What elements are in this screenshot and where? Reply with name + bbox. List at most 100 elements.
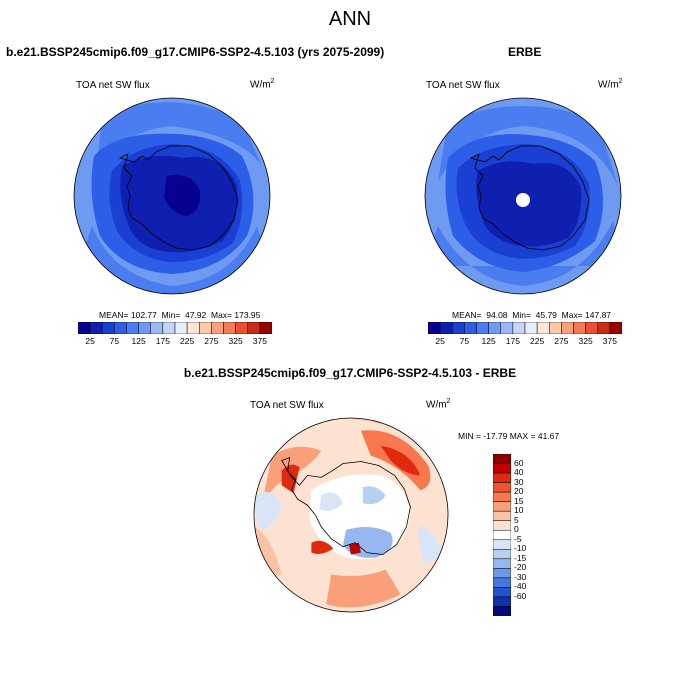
colorbar-swatch bbox=[150, 322, 164, 334]
colorbar-tick-label: 0 bbox=[514, 524, 519, 535]
colorbar-swatch bbox=[78, 322, 91, 334]
colorbar-swatch bbox=[585, 322, 598, 334]
colorbar-swatch bbox=[439, 322, 453, 334]
diff-variable-label: TOA net SW flux bbox=[250, 400, 324, 411]
colorbar-swatch bbox=[174, 322, 188, 334]
colorbar-swatch bbox=[493, 529, 511, 541]
obs-colorbar-ticks: 25 75 125 175 225 275 325 375 bbox=[428, 336, 622, 348]
colorbar-swatch bbox=[500, 322, 514, 334]
obs-variable-label: TOA net SW flux bbox=[426, 80, 500, 91]
diff-stats: MIN = -17.79 MAX = 41.67 bbox=[458, 431, 560, 441]
colorbar-tick-label: 375 bbox=[602, 336, 617, 346]
colorbar-swatch bbox=[493, 510, 511, 521]
colorbar-swatch bbox=[162, 322, 176, 334]
colorbar-tick-label: 30 bbox=[514, 476, 524, 487]
colorbar-tick-label: 375 bbox=[252, 336, 267, 346]
colorbar-swatch bbox=[493, 454, 511, 464]
colorbar-tick-label: -30 bbox=[514, 571, 527, 582]
diff-colorbar bbox=[493, 454, 511, 616]
colorbar-swatch bbox=[223, 322, 236, 334]
obs-panel-title: ERBE bbox=[508, 45, 542, 59]
model-colorbar-ticks: 25 75 125 175 225 275 325 375 bbox=[78, 336, 272, 348]
colorbar-swatch bbox=[493, 587, 511, 598]
colorbar-swatch bbox=[102, 322, 115, 334]
colorbar-tick-label: -5 bbox=[514, 533, 522, 544]
diff-polar-map bbox=[253, 417, 449, 613]
colorbar-tick-label: 225 bbox=[180, 336, 195, 346]
diff-units-label: W/m2 bbox=[426, 398, 451, 411]
colorbar-swatch bbox=[512, 322, 526, 334]
colorbar-swatch bbox=[114, 322, 127, 334]
model-polar-map bbox=[73, 97, 271, 295]
colorbar-swatch bbox=[476, 322, 489, 334]
colorbar-swatch bbox=[199, 322, 212, 334]
colorbar-tick-label: 225 bbox=[530, 336, 545, 346]
obs-colorbar bbox=[428, 322, 622, 334]
colorbar-tick-label: 125 bbox=[131, 336, 146, 346]
obs-polar-map bbox=[424, 97, 622, 295]
colorbar-tick-label: 75 bbox=[109, 336, 120, 346]
colorbar-tick-label: 10 bbox=[514, 505, 524, 516]
colorbar-swatch bbox=[549, 322, 562, 334]
colorbar-swatch bbox=[138, 322, 151, 334]
colorbar-tick-label: 175 bbox=[155, 336, 170, 346]
colorbar-swatch bbox=[452, 322, 465, 334]
colorbar-swatch bbox=[428, 322, 441, 334]
colorbar-tick-label: 40 bbox=[514, 467, 524, 478]
colorbar-swatch bbox=[493, 606, 511, 616]
colorbar-swatch bbox=[247, 322, 261, 334]
diff-colorbar-ticks: 60 40 30 20 15 10 5 0 -5 -10 -15 -20 -30 -40 -60 bbox=[514, 454, 544, 616]
colorbar-swatch bbox=[464, 322, 477, 334]
colorbar-tick-label: 25 bbox=[435, 336, 445, 346]
colorbar-tick-label: 175 bbox=[505, 336, 520, 346]
antarctica-coastline bbox=[281, 456, 411, 556]
colorbar-tick-label: 75 bbox=[459, 336, 470, 346]
colorbar-swatch bbox=[493, 463, 511, 474]
colorbar-swatch bbox=[493, 472, 511, 483]
colorbar-swatch bbox=[488, 322, 501, 334]
colorbar-tick-label: 20 bbox=[514, 486, 524, 497]
colorbar-tick-label: 25 bbox=[85, 336, 95, 346]
colorbar-swatch bbox=[493, 568, 511, 579]
colorbar-swatch bbox=[126, 322, 139, 334]
colorbar-swatch bbox=[493, 501, 511, 512]
colorbar-swatch bbox=[493, 549, 511, 560]
model-stats: MEAN= 102.77 Min= 47.92 Max= 173.95 bbox=[99, 310, 261, 320]
colorbar-swatch bbox=[493, 596, 511, 607]
colorbar-swatch bbox=[573, 322, 586, 334]
colorbar-tick-label: -20 bbox=[514, 562, 527, 573]
colorbar-swatch bbox=[89, 322, 103, 334]
colorbar-tick-label: -10 bbox=[514, 543, 527, 554]
diff-panel-title: b.e21.BSSP245cmip6.f09_g17.CMIP6-SSP2-4.… bbox=[183, 366, 517, 380]
colorbar-swatch bbox=[524, 322, 538, 334]
colorbar-swatch bbox=[235, 322, 248, 334]
model-colorbar bbox=[78, 322, 272, 334]
colorbar-swatch bbox=[493, 491, 511, 502]
colorbar-swatch bbox=[259, 322, 272, 334]
antarctica-coastline bbox=[118, 145, 239, 251]
colorbar-swatch bbox=[561, 322, 574, 334]
colorbar-tick-label: 60 bbox=[514, 457, 524, 468]
model-units-label: W/m2 bbox=[250, 78, 275, 91]
page-title: ANN bbox=[328, 8, 372, 30]
colorbar-swatch bbox=[609, 322, 622, 334]
colorbar-tick-label: 5 bbox=[514, 514, 519, 525]
colorbar-swatch bbox=[493, 520, 511, 531]
colorbar-swatch bbox=[493, 558, 511, 569]
model-panel-title: b.e21.BSSP245cmip6.f09_g17.CMIP6-SSP2-4.… bbox=[6, 45, 385, 59]
colorbar-tick-label: -40 bbox=[514, 581, 527, 592]
colorbar-tick-label: 125 bbox=[481, 336, 496, 346]
colorbar-swatch bbox=[186, 322, 200, 334]
colorbar-swatch bbox=[536, 322, 550, 334]
colorbar-tick-label: 275 bbox=[204, 336, 219, 346]
colorbar-tick-label: 325 bbox=[578, 336, 593, 346]
colorbar-tick-label: -15 bbox=[514, 552, 527, 563]
colorbar-tick-label: -60 bbox=[514, 590, 527, 601]
model-variable-label: TOA net SW flux bbox=[76, 80, 150, 91]
colorbar-tick-label: 15 bbox=[514, 495, 524, 506]
colorbar-tick-label: 275 bbox=[554, 336, 569, 346]
colorbar-tick-label: 325 bbox=[228, 336, 243, 346]
obs-stats: MEAN= 94.08 Min= 45.79 Max= 147.87 bbox=[452, 310, 612, 320]
colorbar-swatch bbox=[493, 577, 511, 588]
colorbar-swatch bbox=[493, 482, 511, 493]
